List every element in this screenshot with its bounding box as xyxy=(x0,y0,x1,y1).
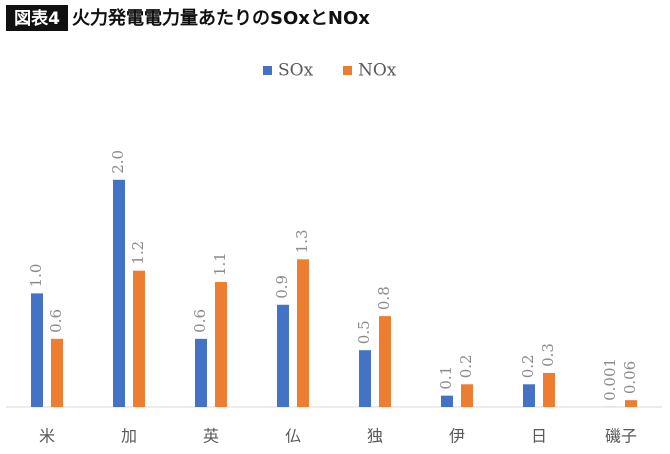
x-tick-label: 独 xyxy=(367,427,383,446)
bar xyxy=(379,316,391,407)
bar xyxy=(51,339,63,407)
value-label: 1.0 xyxy=(27,264,45,288)
x-tick-label: 伊 xyxy=(449,427,465,446)
chart-title: 火力発電電力量あたりのSOxとNOx xyxy=(72,7,370,29)
value-label: 0.6 xyxy=(191,309,209,333)
bar xyxy=(277,305,289,407)
value-label: 1.2 xyxy=(129,241,147,265)
legend-label: NOx xyxy=(358,61,397,81)
legend-swatch xyxy=(343,66,352,75)
value-label: 1.1 xyxy=(211,252,229,276)
bar xyxy=(215,282,227,407)
bar xyxy=(543,373,555,407)
bar xyxy=(461,384,473,407)
value-label: 0.8 xyxy=(375,286,393,310)
value-label: 0.1 xyxy=(437,366,455,390)
bar xyxy=(297,259,309,407)
bar xyxy=(625,400,637,407)
bar xyxy=(441,396,453,407)
legend-swatch xyxy=(263,66,272,75)
value-label: 2.0 xyxy=(109,150,127,174)
value-label: 0.2 xyxy=(519,354,537,378)
legend-label: SOx xyxy=(278,61,314,81)
x-tick-label: 英 xyxy=(203,427,219,446)
bar xyxy=(113,180,125,407)
value-label: 0.2 xyxy=(457,354,475,378)
value-label: 0.6 xyxy=(47,309,65,333)
value-label: 1.3 xyxy=(293,229,311,253)
x-tick-label: 日 xyxy=(531,427,547,446)
value-label: 0.06 xyxy=(621,361,639,394)
value-label: 0.5 xyxy=(355,320,373,344)
value-label: 0.001 xyxy=(601,358,619,401)
bar xyxy=(359,350,371,407)
bar xyxy=(523,384,535,407)
bar xyxy=(195,339,207,407)
bar xyxy=(31,293,43,407)
x-tick-label: 米 xyxy=(39,427,55,446)
x-tick-label: 仏 xyxy=(285,427,301,446)
title-tag: 図表4 xyxy=(14,8,60,29)
value-label: 0.3 xyxy=(539,343,557,367)
x-tick-label: 磯子 xyxy=(605,427,637,446)
x-tick-label: 加 xyxy=(121,427,137,446)
value-label: 0.9 xyxy=(273,275,291,299)
bar xyxy=(133,271,145,407)
